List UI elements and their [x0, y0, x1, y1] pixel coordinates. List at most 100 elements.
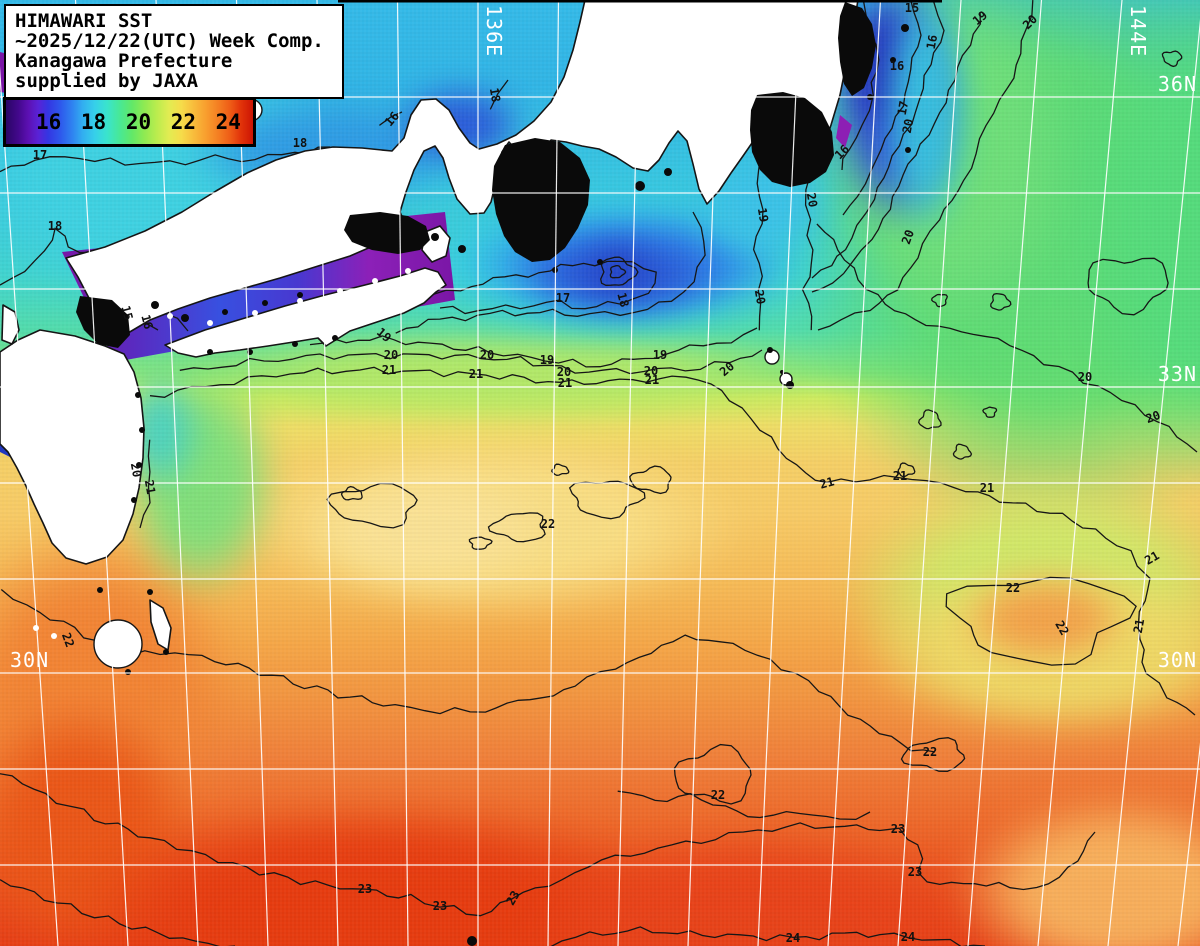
colorbar-tick-label: 16: [36, 110, 62, 134]
isotherm-contour: [617, 790, 871, 821]
cloud-speck: [786, 381, 794, 389]
land-tsushima: [1, 304, 20, 345]
meridian-line: [316, 0, 339, 946]
isotherm-contour: [395, 211, 706, 334]
isotherm-closed-contour: [1161, 50, 1183, 68]
cloud-ise: [492, 138, 590, 262]
meridian-line: [687, 0, 721, 946]
isotherm-contour: [179, 349, 763, 375]
meridian-line: [235, 0, 269, 946]
meridian-line: [1107, 18, 1200, 946]
meridian-line: [967, 0, 1043, 946]
isotherm-closed-contour: [982, 406, 998, 418]
map-top-frame: [338, 0, 942, 3]
cloud-speck: [431, 233, 439, 241]
isotherm-contour: [309, 327, 758, 368]
cloud-speck: [181, 314, 189, 322]
isotherm-closed-contour: [931, 293, 949, 308]
land-awaji: [421, 225, 451, 263]
isotherm-closed-contour: [673, 743, 752, 805]
cloud-speck: [131, 497, 137, 503]
isotherm-contour: [0, 146, 331, 173]
isotherm-closed-contour: [1087, 257, 1169, 316]
cloud-speck: [163, 649, 169, 655]
isotherm-closed-contour: [568, 480, 646, 520]
isotherm-closed-contour: [629, 465, 672, 495]
cloud-speck: [125, 669, 131, 675]
meridian-line: [897, 0, 962, 946]
isotherm-contour: [811, 0, 945, 279]
isotherm-contour: [0, 879, 235, 946]
meridian-line: [1037, 0, 1123, 946]
title-line-region: Kanagawa Prefecture: [15, 50, 233, 72]
land-honshu: [65, 0, 859, 341]
isotherm-closed-contour: [468, 536, 493, 550]
isotherm-closed-contour: [918, 409, 942, 430]
cloud-speck: [901, 24, 909, 32]
cloud-speck: [664, 168, 672, 176]
isotherm-contour: [550, 926, 986, 946]
isotherm-contour: [842, 0, 922, 216]
land-shikoku: [164, 267, 447, 358]
isotherm-contour: [419, 260, 657, 315]
title-box: HIMAWARI SST ~2025/12/22(UTC) Week Comp.…: [4, 4, 344, 99]
cloud-speck: [292, 341, 298, 347]
isotherm-contour: [811, 11, 981, 293]
cloud-speck: [151, 301, 159, 309]
meridian-line: [155, 0, 199, 946]
title-line-source: supplied by JAXA: [15, 70, 199, 92]
isotherm-closed-contour: [600, 256, 639, 286]
isotherm-contour: [0, 773, 1096, 917]
isotherm-closed-contour: [952, 443, 973, 460]
isotherm-contour: [139, 439, 151, 529]
cloud-speck: [222, 309, 228, 315]
isotherm-closed-contour: [551, 463, 570, 476]
meridian-line: [74, 0, 129, 946]
isotherm-contour: [149, 366, 1196, 716]
cloud-speck: [458, 245, 466, 253]
cloud-seto-west: [76, 296, 130, 348]
colorbar-tick-label: 22: [170, 110, 197, 134]
title-line-date: ~2025/12/22(UTC) Week Comp.: [15, 30, 324, 52]
isotherm-closed-contour: [487, 512, 546, 543]
isotherm-closed-contour: [897, 462, 916, 478]
meridian-line: [617, 0, 640, 946]
isotherm-closed-contour: [990, 292, 1012, 311]
cloud-ne-coast: [838, 2, 876, 96]
cloud-speck: [139, 427, 145, 433]
isotherm-closed-contour: [945, 576, 1137, 666]
meridian-line: [547, 0, 560, 946]
meridian-line: [827, 0, 882, 946]
isotherm-closed-contour: [326, 482, 418, 529]
isotherm-contour: [489, 79, 509, 110]
cloud-speck: [135, 392, 141, 398]
cloud-speck: [597, 259, 603, 265]
isotherm-contour: [0, 589, 936, 753]
cloud-speck: [467, 936, 477, 946]
cloud-speck: [297, 292, 303, 298]
meridian-line: [1177, 742, 1200, 946]
title-line-product: HIMAWARI SST: [15, 10, 153, 32]
cloud-kanto: [750, 92, 834, 187]
cloud-speck: [890, 57, 896, 63]
cloud-speck: [147, 589, 153, 595]
meridian-line: [0, 66, 59, 946]
cloud-speck: [635, 181, 645, 191]
meridian-line: [396, 0, 409, 946]
colorbar-tick-label: 18: [80, 110, 107, 134]
isotherm-contour: [817, 0, 1034, 331]
landmasses: [0, 0, 859, 651]
cold-fringe-ne2: [836, 115, 852, 148]
sst-colorbar: 16 18 20 22 24: [3, 97, 256, 147]
isotherm-contour: [816, 223, 1198, 453]
land-kyushu: [0, 329, 145, 565]
cloud-speck: [97, 587, 103, 593]
cloud-speck: [332, 335, 338, 341]
colorbar-tick-label: 20: [125, 110, 152, 134]
cloud-speck: [136, 462, 142, 468]
land-tanegashima: [149, 599, 172, 651]
